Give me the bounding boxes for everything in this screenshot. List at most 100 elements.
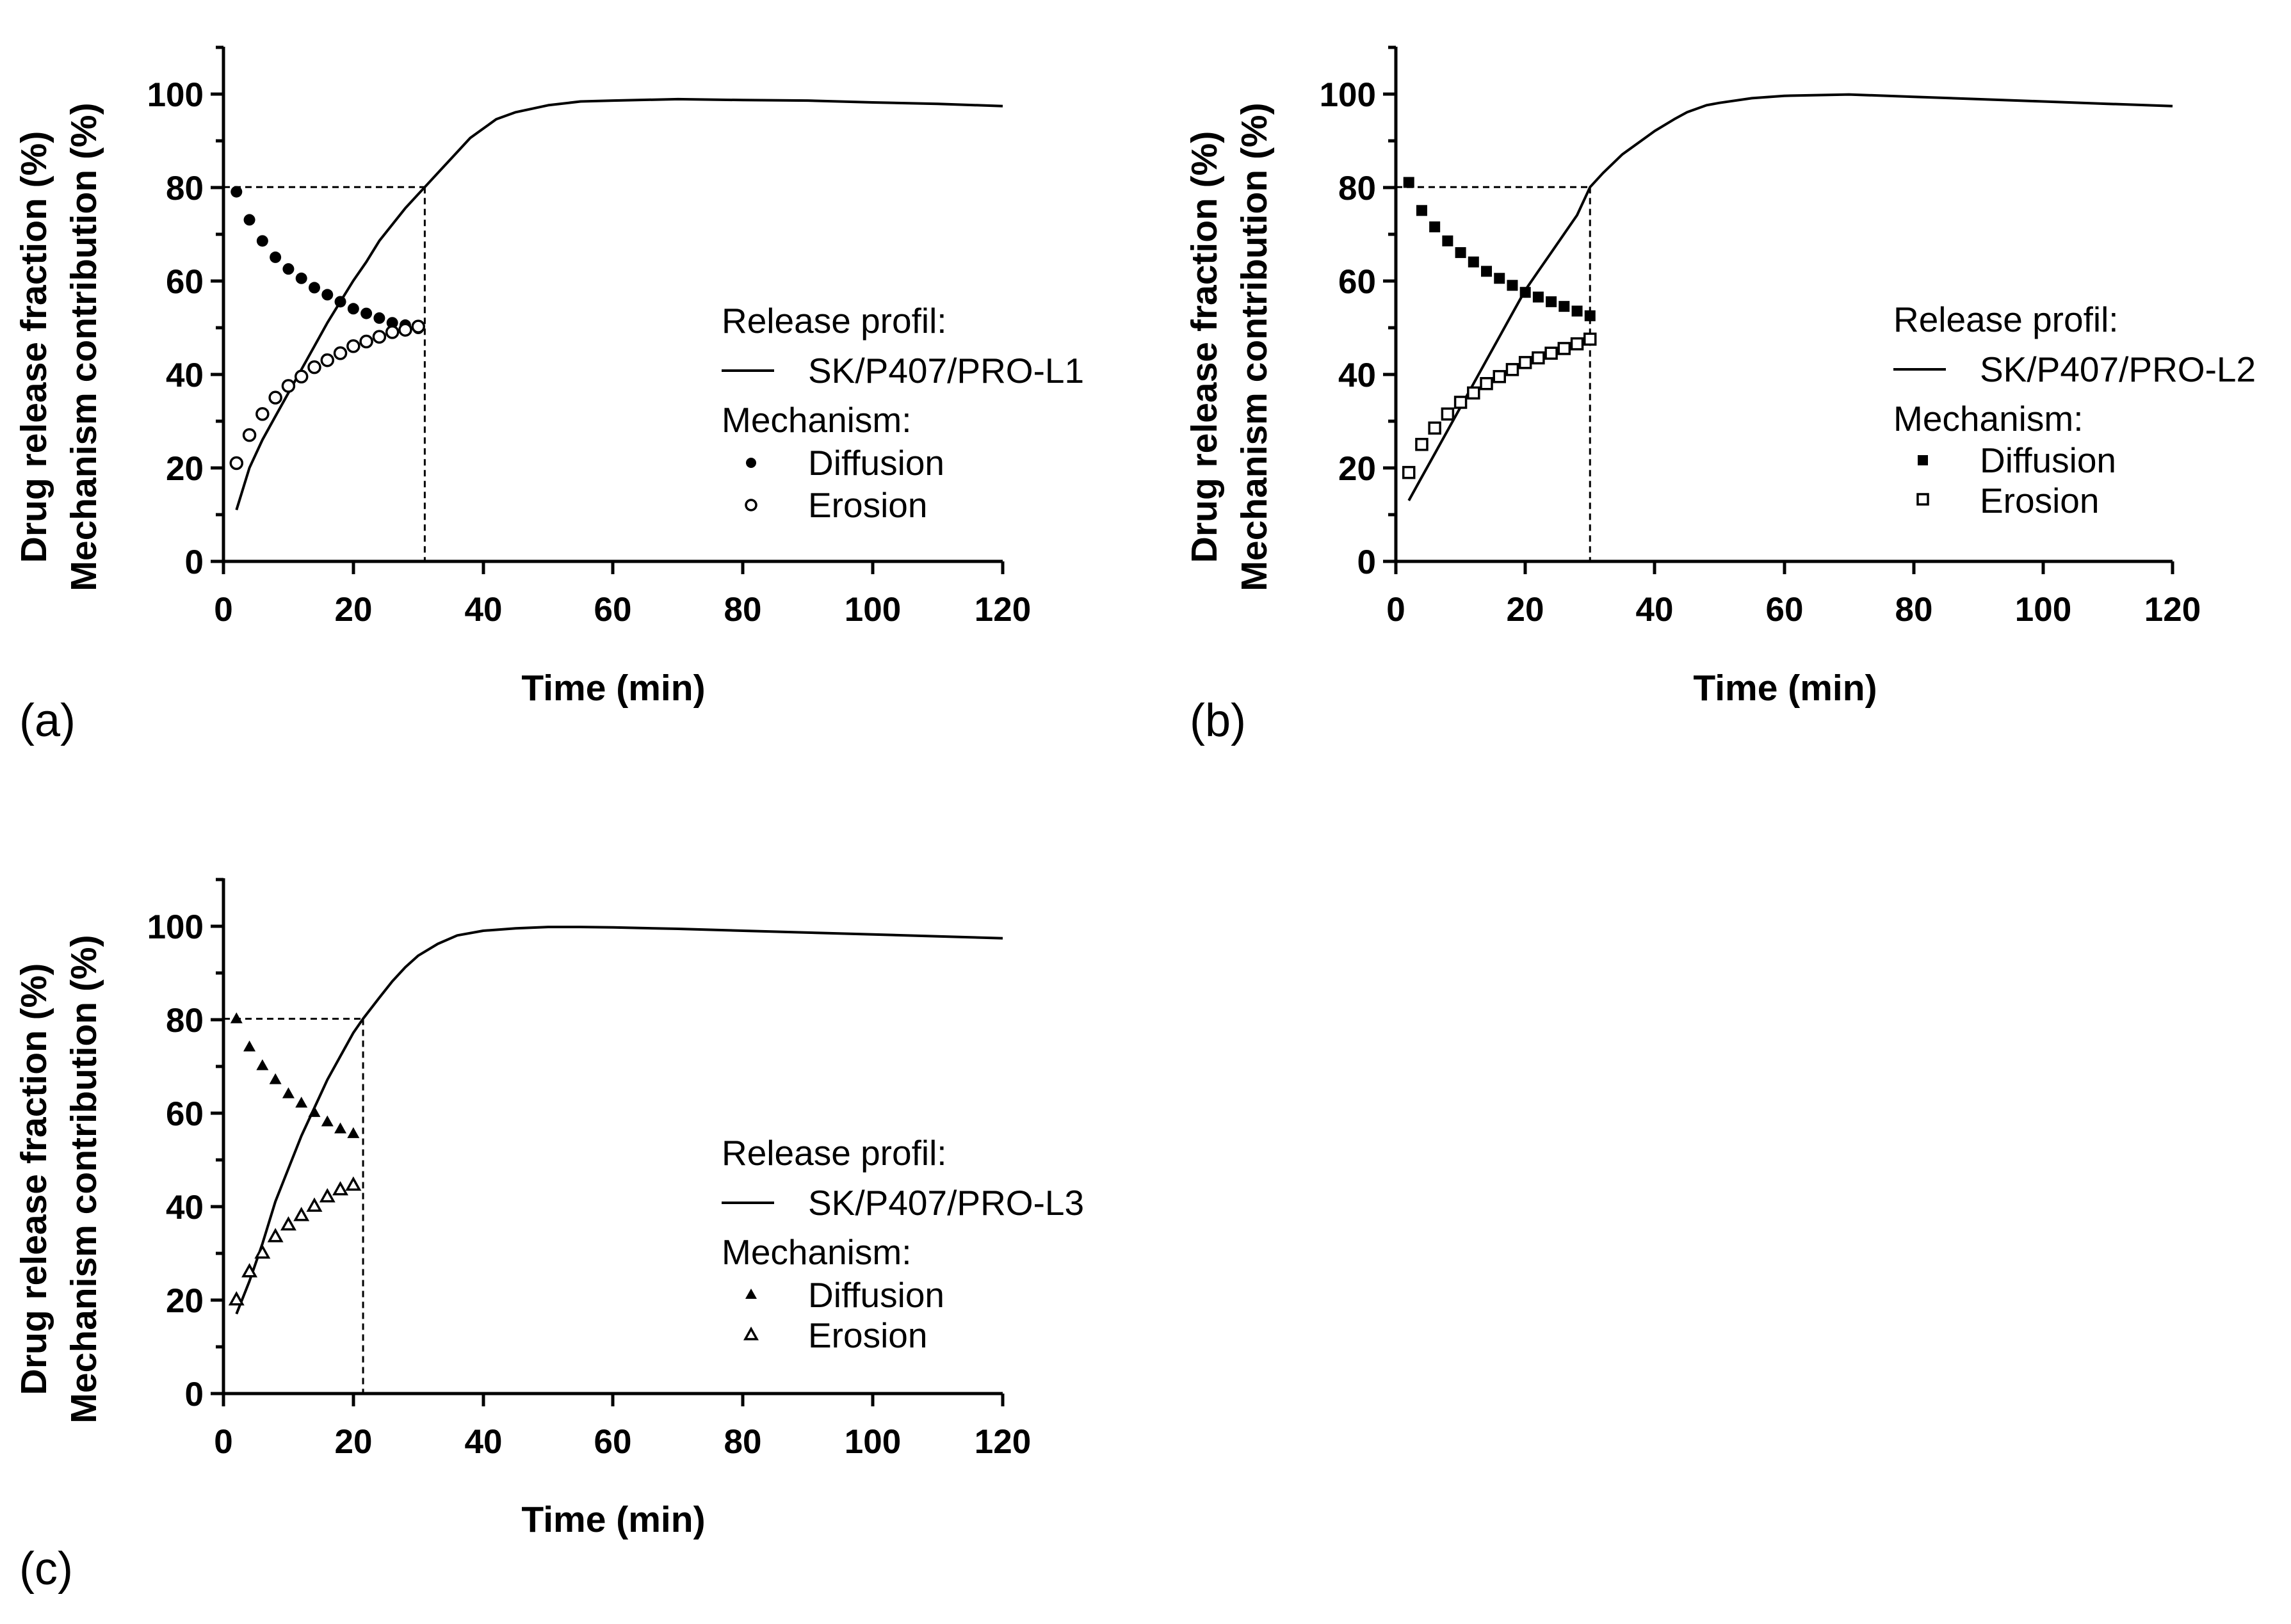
- x-tick-label: 0: [214, 1423, 232, 1461]
- legend-erosion-marker: [745, 499, 757, 511]
- diffusion-point: [334, 296, 346, 308]
- diffusion-point: [1571, 305, 1583, 317]
- diffusion-point: [1455, 247, 1466, 259]
- diffusion-point: [1468, 256, 1479, 268]
- release-profile-line: [235, 97, 1003, 511]
- y-ticks: [211, 878, 223, 1395]
- erosion-point: [1583, 332, 1597, 346]
- y-tick-label: 80: [166, 1002, 204, 1040]
- erosion-point: [267, 1228, 284, 1242]
- erosion-point: [1532, 351, 1545, 365]
- plot-marks: [223, 926, 1003, 1394]
- y-tick-label: 80: [1338, 170, 1376, 207]
- erosion-point: [242, 428, 257, 442]
- y-axis-label-line2: Mechanism contribution (%): [63, 935, 104, 1423]
- diffusion-point: [1442, 235, 1453, 246]
- y-axis-label-line2: Mechanism contribution (%): [1234, 102, 1275, 591]
- legend-erosion-marker: [1916, 493, 1929, 506]
- legend-release-title: Release profil:: [1893, 300, 2119, 339]
- erosion-point: [1505, 363, 1519, 376]
- y-tick-label: 40: [166, 1189, 204, 1226]
- legend-release-name: SK/P407/PRO-L3: [808, 1183, 1084, 1223]
- x-axis-label: Time (min): [1693, 668, 1877, 709]
- legend-release-title: Release profil:: [722, 301, 947, 341]
- diffusion-point: [295, 272, 307, 284]
- y-tick-label: 0: [1357, 543, 1376, 581]
- legend: Release profil: SK/P407/PRO-L1 Mechanism…: [722, 301, 1084, 525]
- x-tick-label: 80: [724, 1423, 762, 1461]
- legend-diffusion-marker: [1918, 455, 1928, 465]
- diffusion-point: [321, 1115, 334, 1127]
- diffusion-point: [386, 317, 398, 329]
- x-tick-label: 120: [2144, 591, 2201, 629]
- erosion-point: [1428, 421, 1441, 435]
- erosion-point: [254, 1244, 271, 1259]
- legend-erosion-label: Erosion: [1980, 481, 2099, 520]
- diffusion-point: [231, 186, 243, 198]
- legend-diffusion-marker: [745, 1289, 757, 1299]
- x-tick-label: 80: [1895, 591, 1933, 629]
- diffusion-point: [295, 1097, 308, 1108]
- erosion-point: [228, 1291, 245, 1306]
- x-tick-label: 40: [465, 1423, 503, 1461]
- x-ticks: [222, 561, 1005, 574]
- legend-diffusion-label: Diffusion: [808, 443, 944, 483]
- diffusion-point: [256, 235, 268, 247]
- erosion-point: [332, 1181, 349, 1196]
- y-ticks: [1383, 45, 1396, 563]
- y-tick-labels: 0 20 40 60 80 100: [147, 908, 204, 1413]
- x-tick-label: 40: [465, 591, 503, 629]
- erosion-point: [255, 407, 270, 421]
- x-tick-label: 20: [1507, 591, 1544, 629]
- x-tick-label: 60: [594, 1423, 632, 1461]
- erosion-point: [293, 1207, 310, 1221]
- erosion-point: [359, 334, 373, 349]
- diffusion-point: [270, 251, 282, 263]
- diffusion-point: [243, 214, 255, 226]
- erosion-point: [280, 1216, 296, 1231]
- erosion-point: [320, 353, 335, 367]
- erosion-point: [1480, 377, 1493, 390]
- erosion-point: [229, 456, 244, 470]
- legend-erosion-label: Erosion: [808, 1315, 927, 1355]
- diffusion-point: [282, 263, 295, 275]
- erosion-point: [385, 325, 400, 339]
- erosion-point: [1544, 346, 1558, 360]
- diffusion-point: [1507, 280, 1518, 291]
- erosion-point: [372, 330, 387, 344]
- panel-label-a: (a): [19, 695, 76, 746]
- erosion-point: [1467, 386, 1480, 400]
- legend-release-title: Release profil:: [722, 1133, 947, 1173]
- erosion-point: [1518, 356, 1532, 369]
- panel-b: (b) Drug release fraction (%) Mechanism …: [1184, 45, 2256, 746]
- y-axis-label-line1: Drug release fraction (%): [1184, 131, 1225, 563]
- legend: Release profil: SK/P407/PRO-L2 Mechanism…: [1893, 300, 2256, 520]
- y-tick-label: 0: [185, 543, 204, 581]
- x-tick-label: 0: [214, 591, 232, 629]
- erosion-point: [319, 1188, 336, 1203]
- y-tick-label: 60: [166, 1095, 204, 1133]
- x-tick-labels: 0 20 40 60 80 100 120: [1386, 591, 2201, 629]
- legend-mechanism-title: Mechanism:: [722, 1232, 911, 1272]
- erosion-point: [281, 379, 296, 393]
- diffusion-point: [1429, 221, 1441, 232]
- y-tick-label: 0: [185, 1376, 204, 1413]
- x-tick-label: 60: [594, 591, 632, 629]
- plot-marks: [223, 97, 1003, 561]
- y-tick-label: 40: [1338, 357, 1376, 394]
- release-profile-line: [235, 926, 1003, 1315]
- erosion-point: [346, 339, 360, 353]
- y-axis-label-line1: Drug release fraction (%): [13, 131, 54, 563]
- erosion-point: [306, 1197, 323, 1212]
- y-axis-label-line1: Drug release fraction (%): [13, 963, 54, 1395]
- diffusion-point: [1558, 301, 1570, 312]
- y-axis-label-line2: Mechanism contribution (%): [63, 102, 104, 591]
- erosion-point: [1441, 407, 1455, 421]
- diffusion-point: [308, 1105, 321, 1117]
- diffusion-point: [256, 1059, 269, 1070]
- y-tick-labels: 0 20 40 60 80 100: [147, 76, 204, 581]
- diffusion-point: [1546, 296, 1557, 307]
- diffusion-point: [334, 1122, 347, 1134]
- x-axis-label: Time (min): [521, 668, 705, 709]
- legend: Release profil: SK/P407/PRO-L3 Mechanism…: [722, 1133, 1084, 1355]
